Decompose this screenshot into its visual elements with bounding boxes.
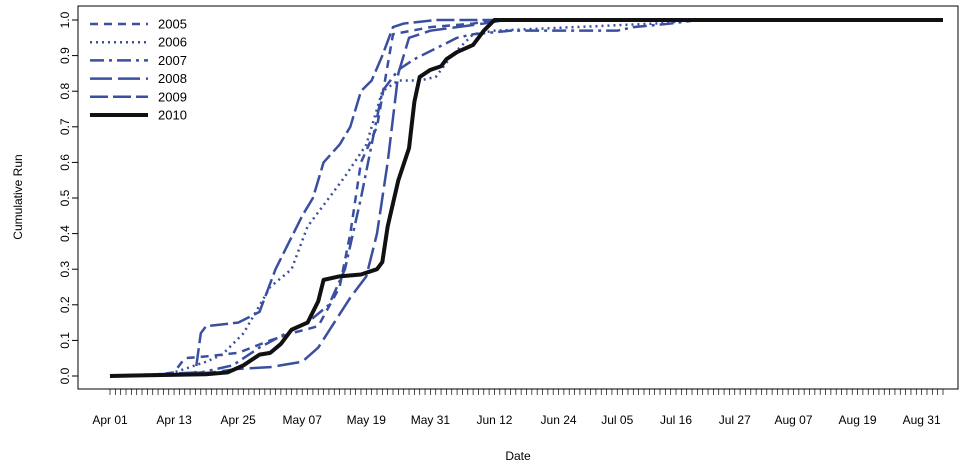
series-line-2006 <box>109 18 943 378</box>
x-axis: Apr 01 Apr 13 Apr 25 May 07 May 19 May 31 Jun … <box>92 389 944 427</box>
y-tick-label: 0.7 <box>58 118 72 135</box>
legend-label-2008: 2008 <box>158 71 187 86</box>
series-line-2007 <box>109 18 943 378</box>
y-tick-label: 0.3 <box>58 261 72 278</box>
legend-label-2006: 2006 <box>158 35 187 50</box>
x-tick-label: May 19 <box>347 413 387 427</box>
x-tick-label: Jun 24 <box>541 413 577 427</box>
x-tick-label: Apr 25 <box>220 413 256 427</box>
y-tick-label: 0.9 <box>58 47 72 64</box>
series-layer <box>109 18 943 378</box>
x-tick-label: Aug 19 <box>839 413 877 427</box>
x-tick-label: Aug 31 <box>903 413 941 427</box>
legend-label-2005: 2005 <box>158 17 187 32</box>
y-axis: 0.0 0.1 0.2 0.3 0.4 0.5 0.6 0.7 0.8 0.9 1.0 <box>58 11 78 384</box>
x-tick-label: Aug 07 <box>774 413 812 427</box>
x-tick-label: Jul 05 <box>601 413 633 427</box>
y-tick-label: 0.2 <box>58 296 72 313</box>
x-tick-label: Apr 01 <box>92 413 128 427</box>
y-tick-label: 0.6 <box>58 154 72 171</box>
y-tick-label: 0.8 <box>58 83 72 100</box>
x-tick-label: Jul 27 <box>719 413 751 427</box>
x-tick-label: May 31 <box>411 413 451 427</box>
x-tick-label: Apr 13 <box>156 413 192 427</box>
series-line-2010 <box>109 18 943 378</box>
x-tick-label: Jul 16 <box>660 413 692 427</box>
legend-label-2010: 2010 <box>158 108 187 123</box>
y-axis-label: Cumulative Run <box>11 154 25 239</box>
series-line-2009 <box>109 18 943 378</box>
y-tick-label: 0.4 <box>58 225 72 242</box>
legend-label-2007: 2007 <box>158 53 187 68</box>
plot-frame <box>77 5 959 390</box>
x-tick-label: May 07 <box>283 413 323 427</box>
y-tick-label: 1.0 <box>58 11 72 28</box>
legend: 2005 2006 2007 2008 2009 2010 <box>90 17 187 123</box>
y-tick-label: 0.0 <box>58 367 72 384</box>
series-line-2005 <box>109 18 943 378</box>
y-tick-label: 0.5 <box>58 189 72 206</box>
x-tick-label: Jun 12 <box>476 413 512 427</box>
y-tick-label: 0.1 <box>58 332 72 349</box>
x-axis-label: Date <box>505 449 531 463</box>
legend-label-2009: 2009 <box>158 89 187 104</box>
